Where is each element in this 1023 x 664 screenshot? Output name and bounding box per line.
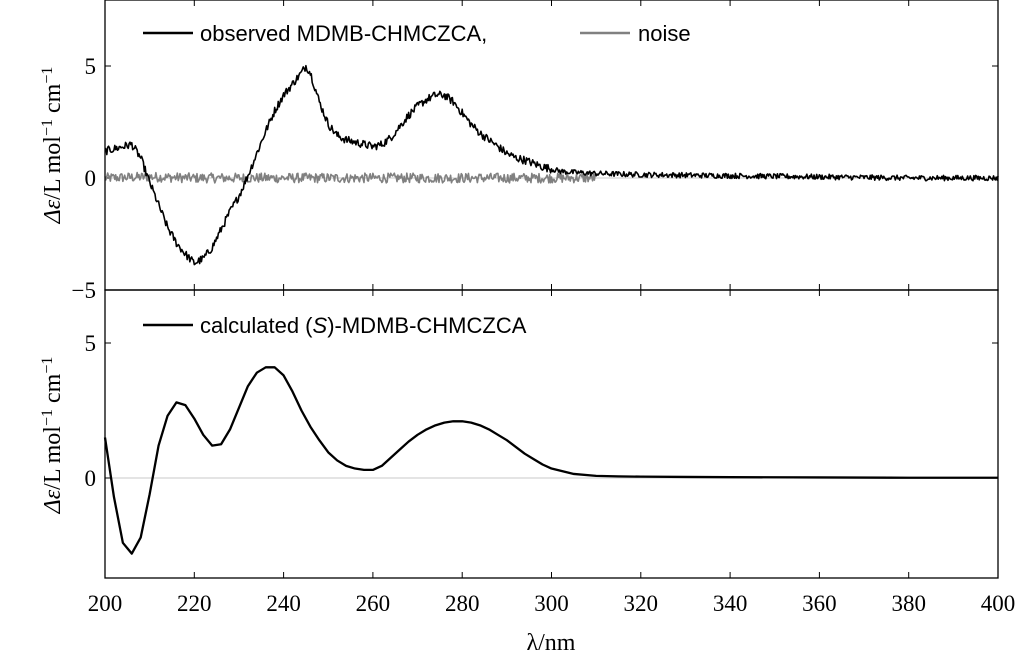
x-tick-label: 220 — [177, 591, 212, 616]
legend-calc-suffix: )-MDMB-CHMCZCA — [327, 313, 527, 338]
bottom-y-axis-label: Δε/L mol−1 cm−1 — [39, 357, 67, 515]
y-tick-label: 5 — [85, 54, 97, 79]
x-tick-label: 300 — [534, 591, 569, 616]
bottom-panel: 200 220 240 260 280 300 320 340 360 380 400 0 5 calc… — [39, 289, 1016, 616]
top-ylabel-sup1: −1 — [39, 119, 56, 136]
bottom-ylabel-cm: cm — [40, 373, 66, 409]
x-axis-label: λ/nm — [527, 630, 576, 656]
x-tick-label: 400 — [981, 591, 1016, 616]
series-observed-mdmb-chmczca — [104, 64, 999, 266]
bottom-legend: calculated (S)-MDMB-CHMCZCA — [143, 313, 527, 338]
x-tick-label: 260 — [356, 591, 391, 616]
top-series — [104, 64, 999, 266]
top-legend: observed MDMB-CHMCZCA, noise — [143, 21, 691, 46]
bottom-series — [103, 366, 998, 555]
top-y-axis-label: Δε/L mol−1 cm−1 — [39, 67, 67, 225]
legend-noise-label: noise — [638, 21, 691, 46]
y-tick-label: 0 — [85, 166, 97, 191]
top-ylabel-delta: Δε — [40, 199, 66, 224]
top-ylabel-cm: cm — [40, 83, 66, 119]
y-tick-label: 0 — [85, 466, 97, 491]
series-noise — [104, 171, 597, 184]
x-tick-label: 200 — [88, 591, 123, 616]
bottom-plot-frame — [104, 289, 999, 579]
x-tick-label: 280 — [445, 591, 480, 616]
series-calculated-s-mdmb-chmczca — [103, 366, 998, 555]
y-tick-label: −5 — [72, 278, 96, 303]
bottom-ylabel-delta: Δε — [40, 489, 66, 514]
x-tick-label: 380 — [891, 591, 926, 616]
y-tick-label: 5 — [85, 331, 97, 356]
legend-observed-label: observed MDMB-CHMCZCA, — [200, 21, 487, 46]
bottom-ticks: 200 220 240 260 280 300 320 340 360 380 400 0 5 — [85, 290, 1016, 616]
legend-calc-prefix: calculated ( — [200, 313, 313, 338]
bottom-ylabel-unit: /L mol — [40, 426, 66, 490]
bottom-ylabel-sup2: −1 — [39, 357, 56, 374]
top-ylabel-sup2: −1 — [39, 67, 56, 84]
legend-calculated-label: calculated (S)-MDMB-CHMCZCA — [200, 313, 527, 338]
x-tick-label: 360 — [802, 591, 837, 616]
bottom-ylabel-sup1: −1 — [39, 409, 56, 426]
top-ylabel-unit: /L mol — [40, 136, 66, 200]
x-tick-label: 340 — [713, 591, 748, 616]
x-tick-label: 240 — [266, 591, 301, 616]
top-panel: −5 0 5 observed MDMB-CHMCZCA, noise Δε/L m… — [39, 0, 999, 303]
legend-calc-italic: S — [313, 313, 328, 338]
x-tick-label: 320 — [624, 591, 659, 616]
